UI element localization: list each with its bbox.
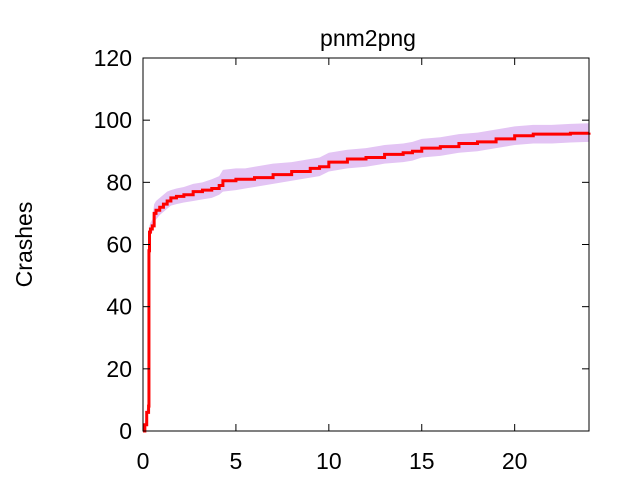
y-tick-label: 0 <box>119 418 132 444</box>
series-line <box>143 131 591 433</box>
x-tick-label: 15 <box>409 448 435 474</box>
y-axis-label: Crashes <box>11 202 37 288</box>
y-tick-label: 120 <box>94 45 132 71</box>
y-tick-label: 20 <box>106 356 132 382</box>
series-line-layer <box>143 131 591 433</box>
x-tick-label: 10 <box>316 448 342 474</box>
x-tick-label: 0 <box>137 448 150 474</box>
x-tick-label: 20 <box>502 448 528 474</box>
confidence-band <box>143 123 589 432</box>
y-tick-label: 100 <box>94 107 132 133</box>
confidence-band-layer <box>143 123 589 432</box>
y-tick-label: 60 <box>106 232 132 258</box>
chart-title: pnm2png <box>320 25 416 51</box>
x-tick-label: 5 <box>230 448 243 474</box>
plot-frame <box>142 57 590 432</box>
tick-layer: 0 20 40 60 80 100 120 0 5 10 15 20 <box>94 45 589 474</box>
y-tick-label: 40 <box>106 294 132 320</box>
y-tick-label: 80 <box>106 169 132 195</box>
